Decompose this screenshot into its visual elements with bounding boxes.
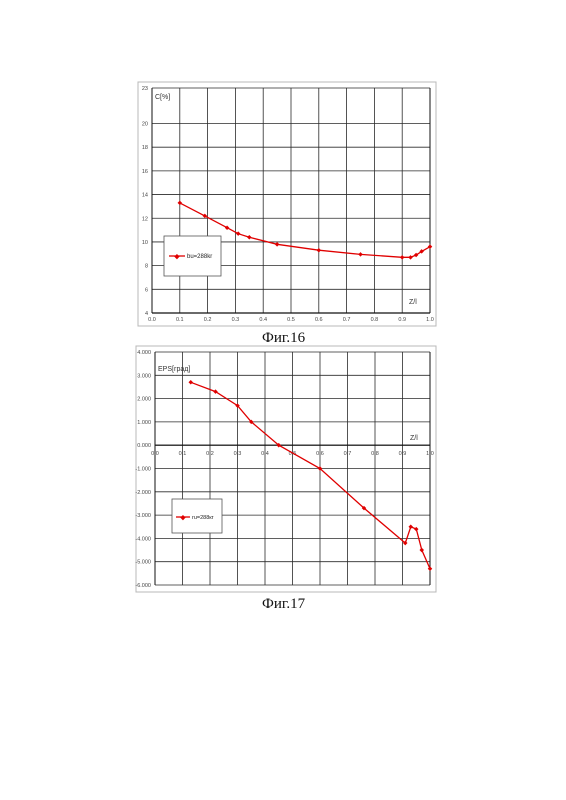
x-tick-label: 0.6 — [315, 317, 323, 323]
figure-caption: Фиг.17 — [262, 596, 306, 612]
legend: ◆ ru=288кг — [171, 498, 223, 534]
data-point — [316, 247, 322, 253]
y-tick-label: 8 — [145, 264, 148, 270]
data-point — [419, 547, 425, 553]
data-point — [248, 419, 254, 425]
y-tick-label: 10 — [142, 240, 148, 246]
data-point — [408, 524, 414, 530]
x-tick-label: 0.1 — [179, 451, 187, 457]
y-tick-label: 3.000 — [137, 373, 151, 379]
x-axis-label: Z/l — [410, 435, 418, 442]
x-tick-label: 0.7 — [344, 451, 352, 457]
data-point — [213, 389, 218, 394]
x-tick-label: 1.0 — [426, 317, 434, 323]
y-axis-label: C[%] — [155, 94, 170, 101]
legend-diamond: ◆ — [180, 515, 186, 522]
y-tick-label: 12 — [142, 216, 148, 222]
chart-frame — [135, 345, 437, 593]
legend-diamond: ◆ — [174, 254, 180, 261]
y-tick-label: 6 — [145, 287, 148, 293]
chart-frame — [137, 81, 437, 327]
series-line — [190, 381, 431, 569]
y-tick-label: 4.000 — [137, 350, 151, 356]
x-tick-label: 0.9 — [398, 317, 406, 323]
y-tick-label: 4 — [145, 311, 148, 317]
data-point — [358, 252, 363, 257]
data-point — [235, 403, 240, 408]
x-tick-label: 0.3 — [232, 317, 240, 323]
x-tick-label: 0.3 — [234, 451, 242, 457]
data-point — [361, 505, 367, 511]
data-point — [276, 442, 282, 448]
y-tick-label: 23 — [142, 86, 148, 92]
x-tick-label: 0.8 — [371, 317, 379, 323]
data-point — [419, 249, 424, 254]
series — [188, 380, 433, 571]
data-point — [427, 566, 433, 571]
x-tick-label: 0.2 — [206, 451, 214, 457]
y-tick-label: -1.000 — [135, 467, 151, 473]
x-tick-label: 0.5 — [289, 451, 297, 457]
y-tick-label: 18 — [142, 145, 148, 151]
axes — [154, 352, 431, 585]
x-tick-label: 0.6 — [316, 451, 324, 457]
y-tick-label: 2.000 — [137, 397, 151, 403]
x-axis-label: Z/l — [409, 299, 417, 306]
x-tick-label: 0.4 — [261, 451, 269, 457]
legend-label: bu=288kr — [187, 254, 212, 260]
data-point — [427, 244, 433, 249]
y-tick-label: 1.000 — [137, 420, 151, 426]
y-tick-label: -5.000 — [135, 560, 151, 566]
x-tick-label: 0.5 — [287, 317, 295, 323]
chart-fig16: 0.0 0.1 0.2 0.3 0.4 0.5 0.6 0.7 0.8 0.9 1.0 4 6 8 10 12… — [137, 81, 437, 327]
tick-labels: 0.0 0.1 0.2 0.3 0.4 0.5 0.6 0.7 0.8 0.9 1.0 4 6 8 10 12… — [142, 86, 434, 323]
data-point — [408, 255, 413, 260]
data-point — [399, 255, 405, 260]
x-tick-label: 0.1 — [176, 317, 184, 323]
figure-caption: Фиг.16 — [262, 330, 306, 346]
y-axis-label: EPS[град] — [158, 366, 190, 373]
data-point — [188, 380, 194, 385]
data-point — [413, 526, 419, 532]
legend-box — [171, 498, 223, 534]
y-tick-label: -6.000 — [135, 583, 151, 589]
legend: ◆ bu=288kr — [163, 235, 222, 277]
y-tick-label: 20 — [142, 122, 148, 128]
x-tick-label: 0.2 — [204, 317, 212, 323]
axes — [151, 88, 431, 314]
tick-labels: 0.0 0.1 0.2 0.3 0.4 0.5 0.6 0.7 0.8 0.9 1.0 4.000 3.… — [135, 350, 433, 589]
x-tick-label: 0.7 — [343, 317, 351, 323]
chart-fig17: 0.0 0.1 0.2 0.3 0.4 0.5 0.6 0.7 0.8 0.9 1.0 4.000 3.… — [135, 345, 437, 593]
y-tick-label: -3.000 — [135, 513, 151, 519]
y-tick-label: 0.000 — [137, 443, 151, 449]
x-tick-label: 0.4 — [259, 317, 267, 323]
x-tick-label: 0.0 — [151, 451, 159, 457]
y-tick-label: 14 — [142, 193, 148, 199]
x-tick-label: 1.0 — [426, 451, 434, 457]
x-tick-label: 0.9 — [399, 451, 407, 457]
data-point — [413, 252, 419, 258]
data-point — [317, 466, 323, 471]
y-tick-label: 16 — [142, 169, 148, 175]
y-tick-label: -2.000 — [135, 490, 151, 496]
x-tick-label: 0.0 — [148, 317, 156, 323]
data-point — [402, 540, 408, 546]
legend-label: ru=288кг — [192, 515, 214, 521]
x-tick-label: 0.8 — [371, 451, 379, 457]
y-tick-label: -4.000 — [135, 536, 151, 542]
